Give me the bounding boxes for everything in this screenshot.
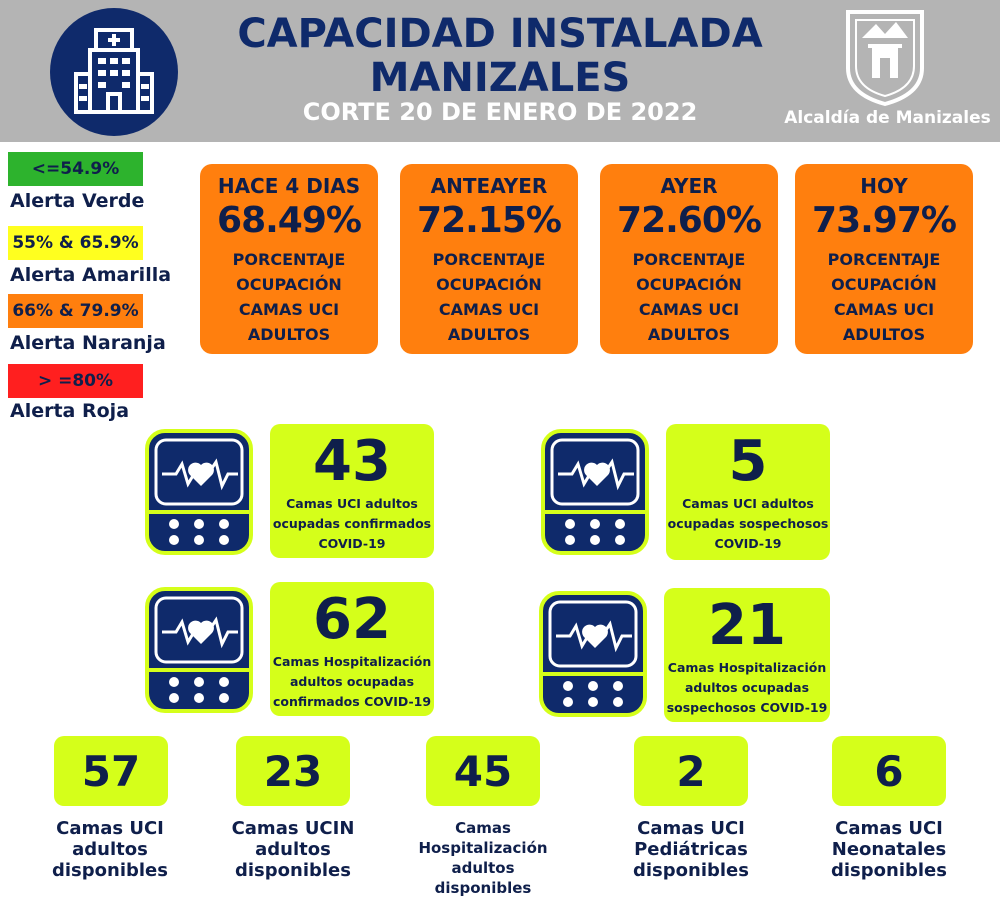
occupancy-card-day-before-yesterday: ANTEAYER 72.15% PORCENTAJE OCUPACIÓN CAM…	[400, 164, 578, 354]
desc-line: CAMAS UCI	[833, 300, 935, 319]
caption-line: adultos ocupadas	[289, 674, 415, 689]
stat-caption: Camas UCI adultos ocupadas confirmados C…	[270, 494, 434, 554]
desc-line: OCUPACIÓN	[236, 275, 342, 294]
occupancy-percent: 73.97%	[812, 200, 957, 241]
occupancy-percent: 68.49%	[217, 200, 362, 241]
legend-swatch-orange: 66% & 79.9%	[8, 294, 143, 328]
available-uci-pediatric-value: 2	[634, 736, 748, 806]
caption-line: COVID-19	[318, 536, 386, 551]
legend-swatch-red: > =80%	[8, 364, 143, 398]
caption-line: Camas UCI adultos	[286, 496, 418, 511]
stat-hosp-suspected: 21 Camas Hospitalización adultos ocupada…	[664, 588, 830, 722]
available-uci-pediatric-caption: Camas UCI Pediátricas disponibles	[633, 818, 749, 881]
occupancy-period: HACE 4 DIAS	[217, 174, 361, 198]
heart-monitor-icon	[145, 587, 253, 713]
legend-label-orange: Alerta Naranja	[10, 332, 166, 354]
stat-caption: Camas Hospitalización adultos ocupadas c…	[270, 652, 434, 712]
caption-line: sospechosos COVID-19	[666, 700, 828, 715]
heart-monitor-icon	[145, 429, 253, 555]
available-uci-adults-value: 57	[54, 736, 168, 806]
desc-line: CAMAS UCI	[238, 300, 340, 319]
page-title-city: MANIZALES	[369, 55, 631, 101]
caption-line: Camas Hospitalización	[667, 660, 827, 675]
manizales-crest-icon	[846, 10, 924, 107]
stat-value: 62	[313, 587, 391, 652]
hospital-logo	[50, 8, 178, 136]
available-uci-neonatal-caption: Camas UCI Neonatales disponibles	[831, 818, 947, 881]
occupancy-percent: 72.60%	[617, 200, 762, 241]
legend-swatch-green: <=54.9%	[8, 152, 143, 186]
heart-monitor-icon	[539, 591, 647, 717]
occupancy-card-4-days-ago: HACE 4 DIAS 68.49% PORCENTAJE OCUPACIÓN …	[200, 164, 378, 354]
desc-line: PORCENTAJE	[827, 250, 941, 269]
caption-line: adultos ocupadas	[684, 680, 810, 695]
desc-line: PORCENTAJE	[632, 250, 746, 269]
legend-label-red: Alerta Roja	[10, 400, 130, 422]
caption-line: confirmados COVID-19	[272, 694, 432, 709]
cutoff-date: CORTE 20 DE ENERO DE 2022	[302, 98, 698, 126]
desc-line: PORCENTAJE	[432, 250, 546, 269]
occupancy-period: HOY	[860, 174, 908, 198]
hospital-icon	[74, 28, 154, 114]
stat-value: 5	[728, 429, 768, 494]
desc-line: OCUPACIÓN	[636, 275, 742, 294]
legend-label-green: Alerta Verde	[10, 190, 145, 212]
desc-line: PORCENTAJE	[232, 250, 346, 269]
caption-line: ocupadas confirmados	[272, 516, 432, 531]
occupancy-percent: 72.15%	[417, 200, 562, 241]
available-ucin-adults-caption: Camas UCIN adultos disponibles	[231, 818, 355, 881]
occupancy-description: PORCENTAJE OCUPACIÓN CAMAS UCI ADULTOS	[200, 247, 378, 347]
available-uci-adults-caption: Camas UCI adultos disponibles	[52, 818, 168, 881]
desc-line: OCUPACIÓN	[436, 275, 542, 294]
desc-line: ADULTOS	[842, 325, 926, 344]
heart-monitor-icon	[541, 429, 649, 555]
occupancy-description: PORCENTAJE OCUPACIÓN CAMAS UCI ADULTOS	[600, 247, 778, 347]
page-title: CAPACIDAD INSTALADA	[237, 11, 763, 57]
desc-line: CAMAS UCI	[438, 300, 540, 319]
legend-swatch-yellow: 55% & 65.9%	[8, 226, 143, 260]
desc-line: ADULTOS	[647, 325, 731, 344]
stat-value: 43	[313, 429, 391, 494]
desc-line: ADULTOS	[447, 325, 531, 344]
desc-line: ADULTOS	[247, 325, 331, 344]
occupancy-description: PORCENTAJE OCUPACIÓN CAMAS UCI ADULTOS	[400, 247, 578, 347]
stat-hosp-confirmed: 62 Camas Hospitalización adultos ocupada…	[270, 582, 434, 716]
stat-uci-confirmed: 43 Camas UCI adultos ocupadas confirmado…	[270, 424, 434, 558]
desc-line: CAMAS UCI	[638, 300, 740, 319]
org-name: Alcaldía de Manizales	[784, 108, 991, 128]
legend-label-yellow: Alerta Amarilla	[10, 264, 172, 286]
occupancy-description: PORCENTAJE OCUPACIÓN CAMAS UCI ADULTOS	[795, 247, 973, 347]
stat-caption: Camas UCI adultos ocupadas sospechosos C…	[666, 494, 830, 554]
caption-line: Camas UCI adultos	[682, 496, 814, 511]
stat-caption: Camas Hospitalización adultos ocupadas s…	[664, 658, 830, 718]
desc-line: OCUPACIÓN	[831, 275, 937, 294]
caption-line: Camas Hospitalización	[272, 654, 432, 669]
available-hosp-adults-value: 45	[426, 736, 540, 806]
occupancy-period: ANTEAYER	[430, 174, 548, 198]
occupancy-period: AYER	[660, 174, 718, 198]
available-hosp-adults-caption: Camas Hospitalización adultos disponible…	[418, 819, 548, 897]
stat-value: 21	[708, 593, 786, 658]
available-uci-neonatal-value: 6	[832, 736, 946, 806]
occupancy-card-yesterday: AYER 72.60% PORCENTAJE OCUPACIÓN CAMAS U…	[600, 164, 778, 354]
available-ucin-adults-value: 23	[236, 736, 350, 806]
stat-uci-suspected: 5 Camas UCI adultos ocupadas sospechosos…	[666, 424, 830, 560]
caption-line: COVID-19	[714, 536, 782, 551]
caption-line: ocupadas sospechosos	[667, 516, 829, 531]
occupancy-card-today: HOY 73.97% PORCENTAJE OCUPACIÓN CAMAS UC…	[795, 164, 973, 354]
header-banner: CAPACIDAD INSTALADA MANIZALES CORTE 20 D…	[0, 0, 1000, 142]
